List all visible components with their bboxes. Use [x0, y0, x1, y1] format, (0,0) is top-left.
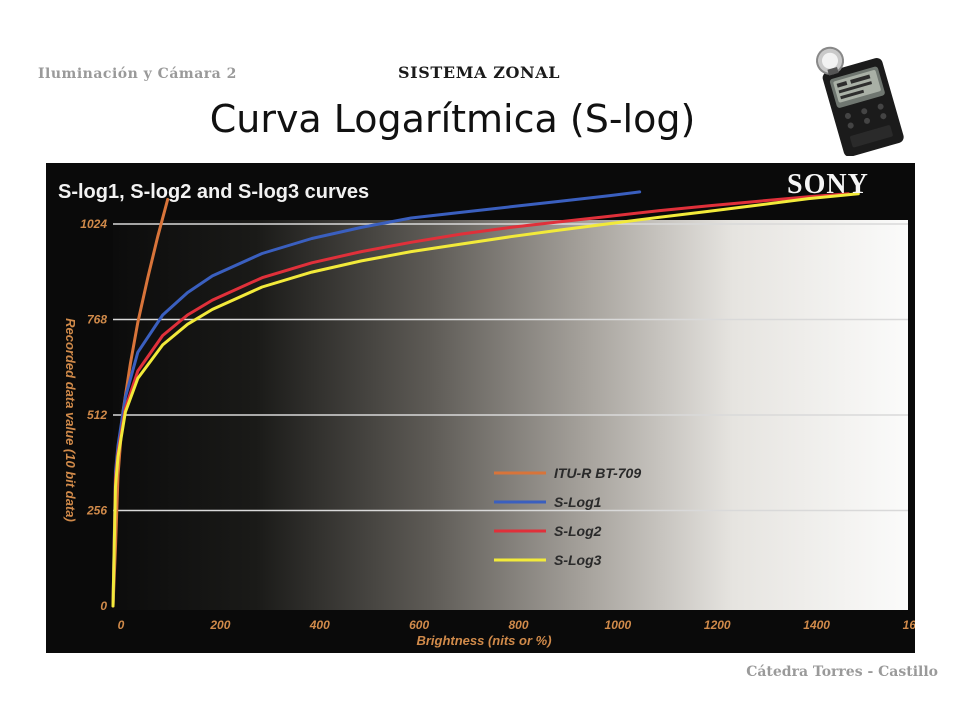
light-meter-icon [816, 46, 904, 156]
legend-label: S-Log2 [554, 523, 602, 539]
series-line-s-log3 [111, 192, 860, 608]
sony-logo: SONY [787, 169, 869, 200]
x-tick-label: 400 [309, 618, 330, 632]
footer-credit: Cátedra Torres - Castillo [746, 664, 938, 680]
x-tick-label: 1000 [605, 618, 632, 632]
chart-title: S-log1, S-log2 and S-log3 curves [58, 181, 369, 203]
x-tick-label: 600 [409, 618, 429, 632]
series-line-s-log2 [111, 192, 850, 608]
x-tick-label: 1400 [803, 618, 830, 632]
legend-label: S-Log3 [554, 552, 602, 568]
section-label: SISTEMA ZONAL [398, 63, 561, 82]
y-tick-label: 768 [87, 313, 107, 327]
x-tick-label: 1600 [903, 618, 915, 632]
slog-curves-chart: 0 200 400 600 800 1000 1200 1400 1600 0 256 512 768… [46, 163, 915, 653]
x-tick-label: 800 [508, 618, 528, 632]
y-tick-label: 512 [87, 408, 107, 422]
legend-label: ITU-R BT-709 [554, 465, 641, 481]
series-line-itu-r-bt-709 [111, 197, 170, 608]
x-tick-label: 200 [209, 618, 230, 632]
y-axis-label: Recorded data value (10 bit data) [63, 318, 78, 522]
x-axis-label: Brightness (nits or %) [416, 633, 551, 648]
series-line-s-log1 [111, 190, 642, 608]
y-tick-label: 0 [100, 599, 107, 613]
legend-label: S-Log1 [554, 494, 602, 510]
x-tick-label: 1200 [704, 618, 731, 632]
course-label: Iluminación y Cámara 2 [38, 66, 237, 82]
y-tick-label: 1024 [80, 217, 107, 231]
x-tick-label: 0 [118, 618, 125, 632]
y-tick-label: 256 [86, 504, 107, 518]
slide-title: Curva Logarítmica (S-log) [209, 97, 696, 141]
